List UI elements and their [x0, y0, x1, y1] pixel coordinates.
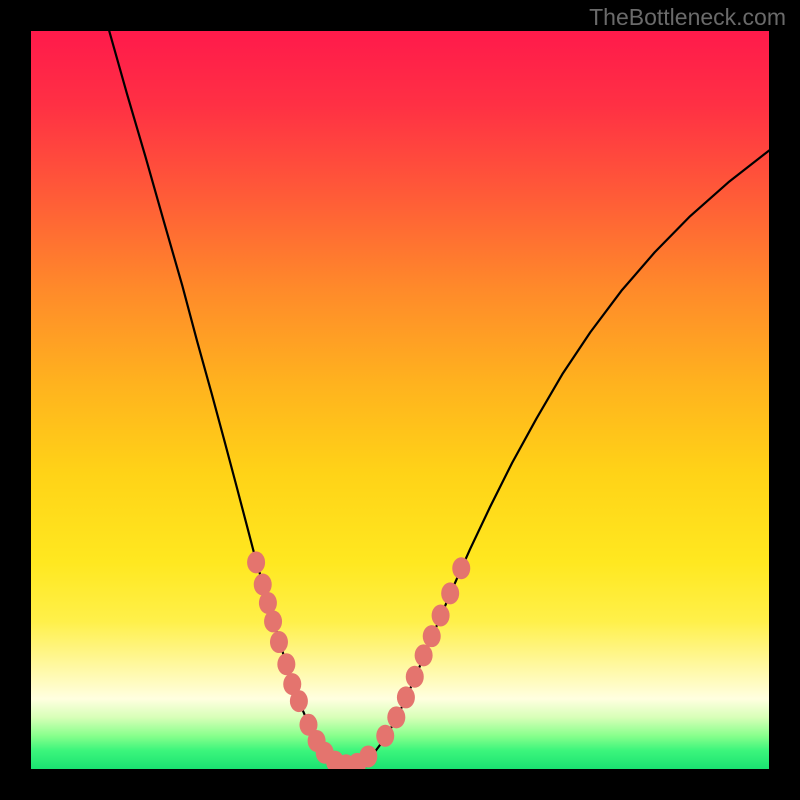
data-dot — [432, 605, 450, 627]
data-dot — [359, 745, 377, 767]
chart-stage: TheBottleneck.com — [0, 0, 800, 800]
data-dot — [264, 610, 282, 632]
data-dot — [270, 631, 288, 653]
data-dot — [387, 706, 405, 728]
data-dot — [397, 686, 415, 708]
data-dot — [452, 557, 470, 579]
data-dot — [277, 653, 295, 675]
data-dot — [415, 644, 433, 666]
bottleneck-curve-chart — [31, 31, 769, 769]
data-dot — [423, 625, 441, 647]
watermark-text: TheBottleneck.com — [589, 4, 786, 31]
data-dot — [406, 666, 424, 688]
data-dot — [376, 725, 394, 747]
data-dot — [441, 582, 459, 604]
data-dot — [247, 551, 265, 573]
data-dot — [290, 690, 308, 712]
